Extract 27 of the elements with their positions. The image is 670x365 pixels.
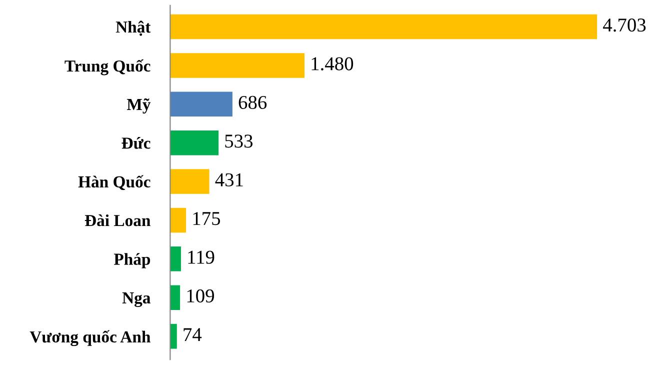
bar	[170, 92, 232, 117]
data-label: 175	[193, 212, 220, 226]
bar	[170, 246, 181, 272]
y-tick-label: Pháp	[114, 253, 150, 268]
y-tick-label: Đức	[122, 137, 150, 149]
data-label: 119	[188, 250, 214, 264]
bar	[170, 130, 219, 156]
bar	[170, 53, 305, 78]
data-label: 4.703	[603, 18, 646, 32]
bar	[170, 208, 186, 233]
y-tick-label: Đài Loan	[84, 214, 150, 226]
data-label: 431	[215, 173, 243, 186]
data-label: 109	[187, 289, 214, 302]
y-tick-label: Vương quốc Anh	[30, 330, 150, 346]
data-label: 686	[238, 96, 267, 110]
bar	[170, 285, 180, 310]
y-tick-label: Nhật	[116, 20, 151, 36]
y-tick-label: Mỹ	[126, 98, 151, 114]
y-tick-label: Hàn Quốc	[78, 175, 150, 190]
y-tick-label: Nga	[122, 292, 150, 308]
y-tick-label: Trung Quốc	[64, 59, 150, 76]
data-label: 74	[184, 328, 202, 341]
data-label: 1.480	[312, 57, 354, 70]
bar	[170, 324, 177, 349]
data-label: 533	[225, 134, 253, 148]
bar	[170, 14, 598, 40]
bar	[170, 169, 210, 194]
